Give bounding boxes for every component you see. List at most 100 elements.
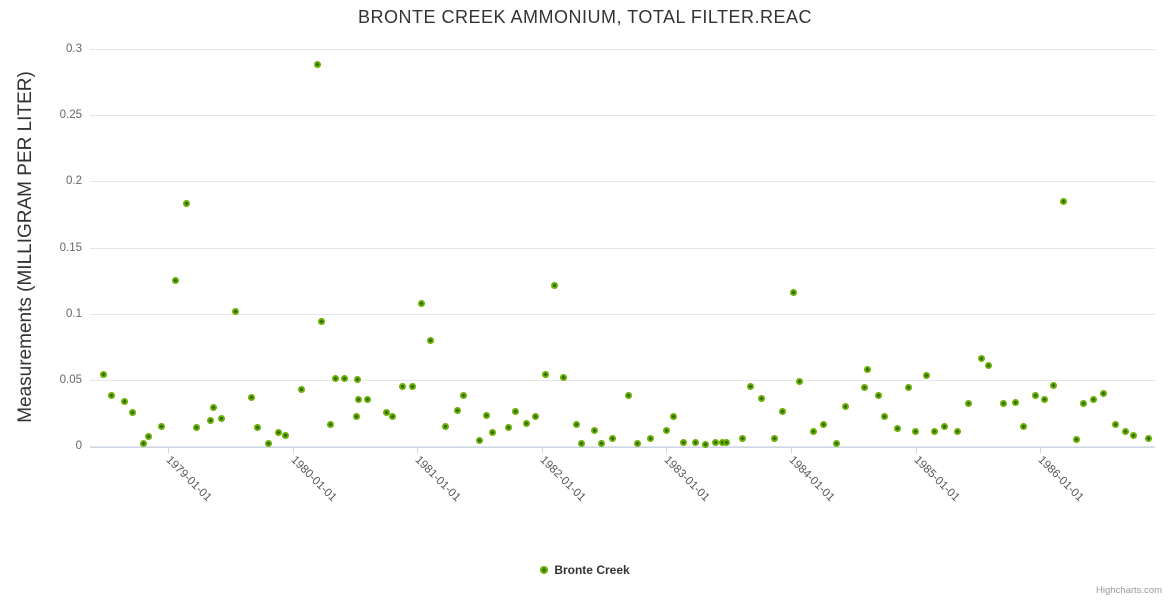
- data-point[interactable]: [1130, 431, 1138, 439]
- data-point[interactable]: [531, 413, 539, 421]
- data-point[interactable]: [476, 437, 483, 445]
- data-point[interactable]: [364, 396, 372, 404]
- legend-item-bronte-creek[interactable]: Bronte Creek: [0, 563, 1170, 577]
- data-point[interactable]: [482, 412, 490, 420]
- data-point[interactable]: [578, 439, 586, 447]
- data-point[interactable]: [253, 423, 261, 431]
- data-point[interactable]: [522, 420, 530, 427]
- data-point[interactable]: [1122, 427, 1130, 435]
- data-point[interactable]: [313, 61, 321, 69]
- data-point[interactable]: [758, 394, 766, 402]
- data-point[interactable]: [409, 382, 417, 390]
- data-point[interactable]: [354, 376, 362, 384]
- data-point[interactable]: [905, 384, 913, 392]
- data-point[interactable]: [317, 318, 325, 326]
- data-point[interactable]: [426, 336, 434, 344]
- data-point[interactable]: [625, 392, 633, 400]
- data-point[interactable]: [453, 406, 461, 414]
- data-point[interactable]: [551, 282, 559, 290]
- data-point[interactable]: [172, 277, 180, 285]
- data-point[interactable]: [881, 413, 889, 421]
- data-point[interactable]: [930, 427, 938, 435]
- data-point[interactable]: [120, 397, 128, 405]
- data-point[interactable]: [711, 438, 719, 446]
- data-point[interactable]: [722, 438, 730, 446]
- data-point[interactable]: [99, 371, 107, 379]
- data-point[interactable]: [1089, 396, 1097, 404]
- data-point[interactable]: [1112, 421, 1120, 429]
- data-point[interactable]: [183, 200, 191, 208]
- data-point[interactable]: [382, 409, 390, 417]
- data-point[interactable]: [399, 382, 407, 390]
- data-point[interactable]: [1073, 435, 1081, 443]
- data-point[interactable]: [1060, 197, 1068, 205]
- data-point[interactable]: [355, 396, 363, 404]
- data-point[interactable]: [1100, 389, 1107, 397]
- data-point[interactable]: [352, 413, 360, 421]
- data-point[interactable]: [511, 408, 519, 416]
- data-point[interactable]: [647, 434, 655, 442]
- data-point[interactable]: [779, 408, 787, 416]
- data-point[interactable]: [679, 438, 687, 446]
- data-point[interactable]: [912, 427, 920, 435]
- data-point[interactable]: [842, 402, 850, 410]
- data-point[interactable]: [157, 422, 165, 430]
- data-point[interactable]: [940, 422, 948, 430]
- data-point[interactable]: [977, 355, 985, 363]
- data-point[interactable]: [1032, 392, 1040, 400]
- data-point[interactable]: [738, 434, 746, 442]
- data-point[interactable]: [206, 417, 214, 425]
- data-point[interactable]: [999, 400, 1007, 408]
- data-point[interactable]: [341, 375, 349, 382]
- data-point[interactable]: [701, 441, 709, 449]
- data-point[interactable]: [107, 392, 115, 400]
- data-point[interactable]: [560, 373, 568, 381]
- data-point[interactable]: [128, 409, 136, 417]
- data-point[interactable]: [789, 288, 797, 296]
- data-point[interactable]: [662, 426, 670, 434]
- data-point[interactable]: [326, 421, 334, 429]
- data-point[interactable]: [747, 382, 755, 390]
- data-point[interactable]: [875, 392, 883, 400]
- data-point[interactable]: [145, 433, 153, 441]
- data-point[interactable]: [541, 371, 549, 379]
- data-point[interactable]: [1144, 434, 1152, 442]
- data-point[interactable]: [598, 439, 606, 447]
- data-point[interactable]: [965, 400, 973, 408]
- data-point[interactable]: [954, 427, 962, 435]
- data-point[interactable]: [1079, 400, 1087, 408]
- data-point[interactable]: [274, 429, 282, 437]
- data-point[interactable]: [860, 384, 868, 392]
- data-point[interactable]: [833, 439, 841, 447]
- data-point[interactable]: [217, 414, 225, 422]
- data-point[interactable]: [264, 439, 272, 447]
- data-point[interactable]: [819, 421, 827, 429]
- data-point[interactable]: [460, 392, 468, 400]
- data-point[interactable]: [894, 425, 902, 433]
- data-point[interactable]: [332, 375, 340, 382]
- data-point[interactable]: [1019, 422, 1027, 430]
- data-point[interactable]: [1049, 381, 1057, 389]
- data-point[interactable]: [140, 439, 148, 447]
- data-point[interactable]: [691, 438, 699, 446]
- data-point[interactable]: [232, 307, 240, 315]
- data-point[interactable]: [297, 385, 305, 393]
- data-point[interactable]: [1041, 396, 1049, 404]
- data-point[interactable]: [609, 434, 617, 442]
- data-point[interactable]: [572, 421, 580, 429]
- data-point[interactable]: [770, 434, 778, 442]
- data-point[interactable]: [210, 404, 218, 412]
- data-point[interactable]: [504, 423, 512, 431]
- data-point[interactable]: [418, 299, 426, 307]
- data-point[interactable]: [669, 413, 677, 421]
- data-point[interactable]: [247, 393, 255, 401]
- data-point[interactable]: [1012, 398, 1020, 406]
- data-point[interactable]: [193, 423, 201, 431]
- data-point[interactable]: [282, 431, 290, 439]
- data-point[interactable]: [985, 361, 993, 369]
- data-point[interactable]: [923, 372, 931, 380]
- data-point[interactable]: [590, 426, 598, 434]
- data-point[interactable]: [864, 365, 872, 373]
- data-point[interactable]: [441, 422, 449, 430]
- highcharts-credits-link[interactable]: Highcharts.com: [1096, 585, 1162, 596]
